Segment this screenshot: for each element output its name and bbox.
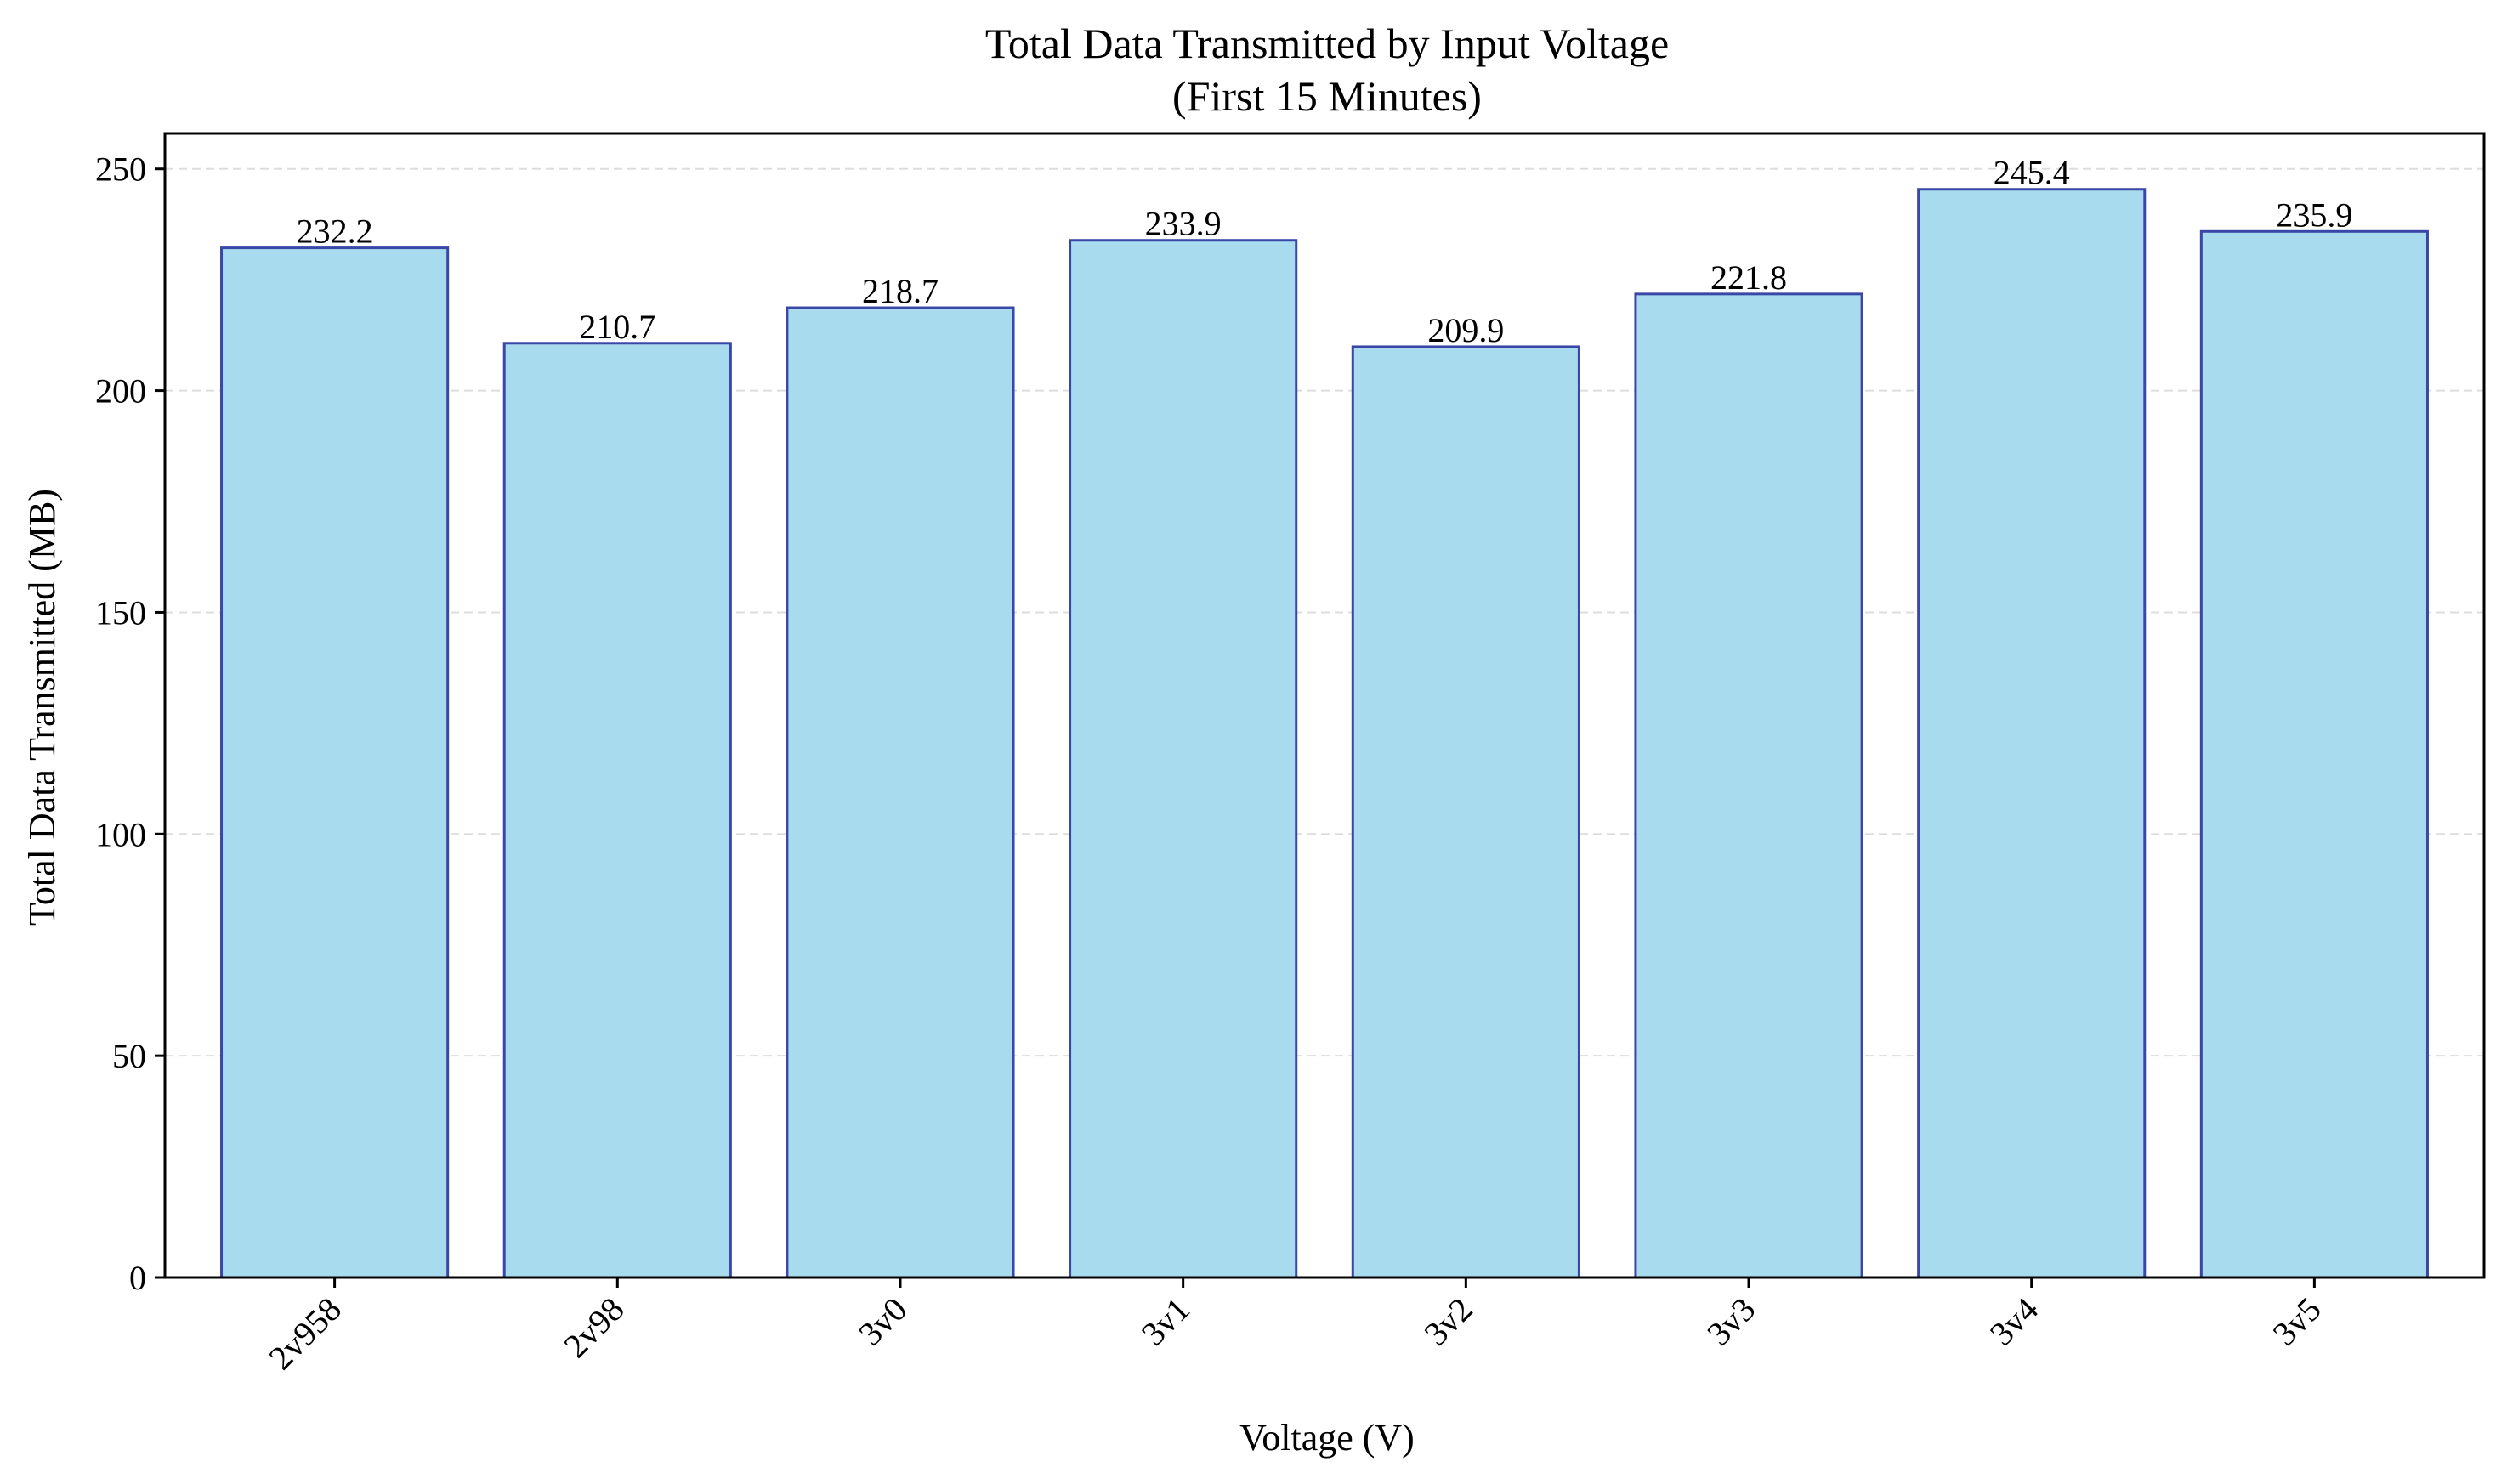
bar-3v5 <box>2199 229 2429 1279</box>
data-label-3v4: 245.4 <box>1994 154 2070 192</box>
data-label-3v2: 209.9 <box>1427 311 1504 349</box>
y-axis-label: Total Data Transmitted (MB) <box>21 489 63 926</box>
x-tick-label-2v958: 2v958 <box>261 1290 349 1378</box>
y-tick-label-250: 250 <box>95 150 146 189</box>
x-tick-label-3v1: 3v1 <box>1134 1290 1197 1353</box>
data-label-3v0: 218.7 <box>862 272 939 310</box>
x-tick-label-3v5: 3v5 <box>2266 1290 2328 1353</box>
x-tick-label-3v3: 3v3 <box>1699 1290 1762 1353</box>
bars <box>220 188 2429 1279</box>
data-label-3v3: 221.8 <box>1710 258 1787 297</box>
bar-3v3 <box>1634 292 1863 1279</box>
data-label-2v98: 210.7 <box>579 308 655 346</box>
x-axis-label: Voltage (V) <box>1239 1417 1415 1459</box>
data-label-3v5: 235.9 <box>2276 195 2352 234</box>
data-labels: 232.2 210.7 218.7 233.9 209.9 221.8 245.4 235.9 <box>297 154 2353 349</box>
x-tick-label-3v2: 3v2 <box>1416 1290 1479 1353</box>
y-tick-label-150: 150 <box>95 593 146 632</box>
bar-3v0 <box>786 306 1015 1279</box>
y-tick-label-100: 100 <box>95 815 146 853</box>
y-tick-label-0: 0 <box>129 1259 146 1297</box>
plot-frame <box>163 132 2486 1279</box>
x-tick-label-3v0: 3v0 <box>851 1290 914 1353</box>
bar-2v98 <box>502 342 732 1279</box>
chart-title: Total Data Transmitted by Input Voltage <box>985 20 1669 67</box>
data-label-2v958: 232.2 <box>297 212 373 251</box>
y-tick-label-50: 50 <box>112 1037 146 1075</box>
x-tick-label-2v98: 2v98 <box>556 1290 631 1365</box>
y-tick-label-200: 200 <box>95 372 146 411</box>
x-tick-label-3v4: 3v4 <box>1982 1290 2045 1353</box>
bar-3v1 <box>1069 239 1298 1279</box>
bar-3v2 <box>1351 345 1580 1279</box>
bar-2v958 <box>220 246 450 1279</box>
bar-3v4 <box>1917 188 2147 1279</box>
chart-subtitle: (First 15 Minutes) <box>1172 72 1482 120</box>
data-label-3v1: 233.9 <box>1145 205 1222 243</box>
